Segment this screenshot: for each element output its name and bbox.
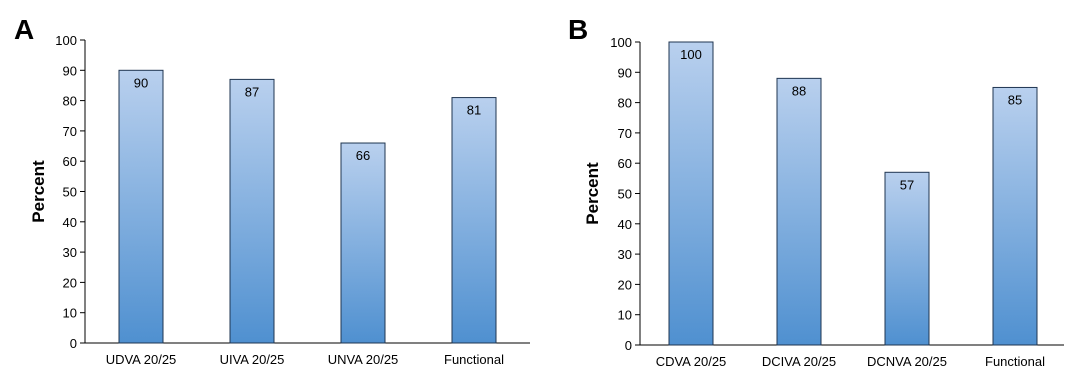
bar-data-label: 90 [134, 75, 148, 90]
chart-panel-a: A 0 10 20 30 40 50 60 70 80 90 100 Percent 90 UDVA 20… [0, 0, 534, 372]
y-tick-label: 20 [618, 277, 632, 292]
bar-data-label: 57 [900, 177, 914, 192]
y-tick-label: 30 [63, 245, 77, 260]
bar-data-label: 87 [245, 84, 259, 99]
bar-data-label: 100 [680, 47, 702, 62]
y-tick-label: 70 [63, 124, 77, 139]
y-tick-label: 90 [63, 63, 77, 78]
y-tick-label: 40 [63, 215, 77, 230]
bar [884, 171, 930, 346]
y-axis-label: Percent [583, 162, 602, 225]
y-tick-label: 100 [610, 35, 632, 50]
bar [118, 69, 164, 344]
bar-chart-a: 0 10 20 30 40 50 60 70 80 90 100 Percent 90 UDVA 20/2… [29, 33, 530, 367]
bar [992, 86, 1038, 346]
y-tick-label: 50 [63, 185, 77, 200]
x-tick-label: DCIVA 20/25 [762, 354, 836, 369]
bar-data-label: 66 [356, 148, 370, 163]
y-tick-label: 60 [618, 156, 632, 171]
x-tick-label: DCNVA 20/25 [867, 354, 947, 369]
y-tick-label: 10 [618, 308, 632, 323]
bar [340, 142, 386, 344]
y-tick-label: 10 [63, 306, 77, 321]
bar-data-label: 81 [467, 103, 481, 118]
bar [451, 97, 497, 344]
y-tick-label: 70 [618, 126, 632, 141]
y-tick-label: 80 [618, 96, 632, 111]
panel-letter-b: B [568, 14, 589, 45]
y-tick-label: 90 [618, 65, 632, 80]
bar [776, 77, 822, 346]
y-axis-label: Percent [29, 160, 48, 223]
x-tick-label: Functional [985, 354, 1045, 369]
y-tick-label: 20 [63, 275, 77, 290]
bar-data-label: 85 [1008, 92, 1022, 107]
y-tick-label: 50 [618, 187, 632, 202]
bar-data-label: 88 [792, 83, 806, 98]
y-tick-label: 60 [63, 154, 77, 169]
x-tick-label: UNVA 20/25 [328, 352, 399, 367]
bar-chart-b: 0 10 20 30 40 50 60 70 80 90 100 Percent 100 CDVA 20/… [583, 35, 1064, 369]
x-tick-label: UDVA 20/25 [106, 352, 177, 367]
y-tick-label: 100 [55, 33, 77, 48]
y-tick-label: 30 [618, 247, 632, 262]
y-tick-label: 40 [618, 217, 632, 232]
x-tick-label: CDVA 20/25 [656, 354, 727, 369]
chart-panel-b: B 0 10 20 30 40 50 60 70 80 90 100 Percent 100 CDVA 2… [534, 0, 1067, 372]
bar [229, 78, 275, 344]
bar [668, 41, 714, 346]
y-tick-label: 0 [625, 338, 632, 353]
y-tick-label: 80 [63, 94, 77, 109]
panel-letter-a: A [14, 14, 35, 45]
x-tick-label: Functional [444, 352, 504, 367]
y-tick-label: 0 [70, 336, 77, 351]
x-tick-label: UIVA 20/25 [220, 352, 285, 367]
